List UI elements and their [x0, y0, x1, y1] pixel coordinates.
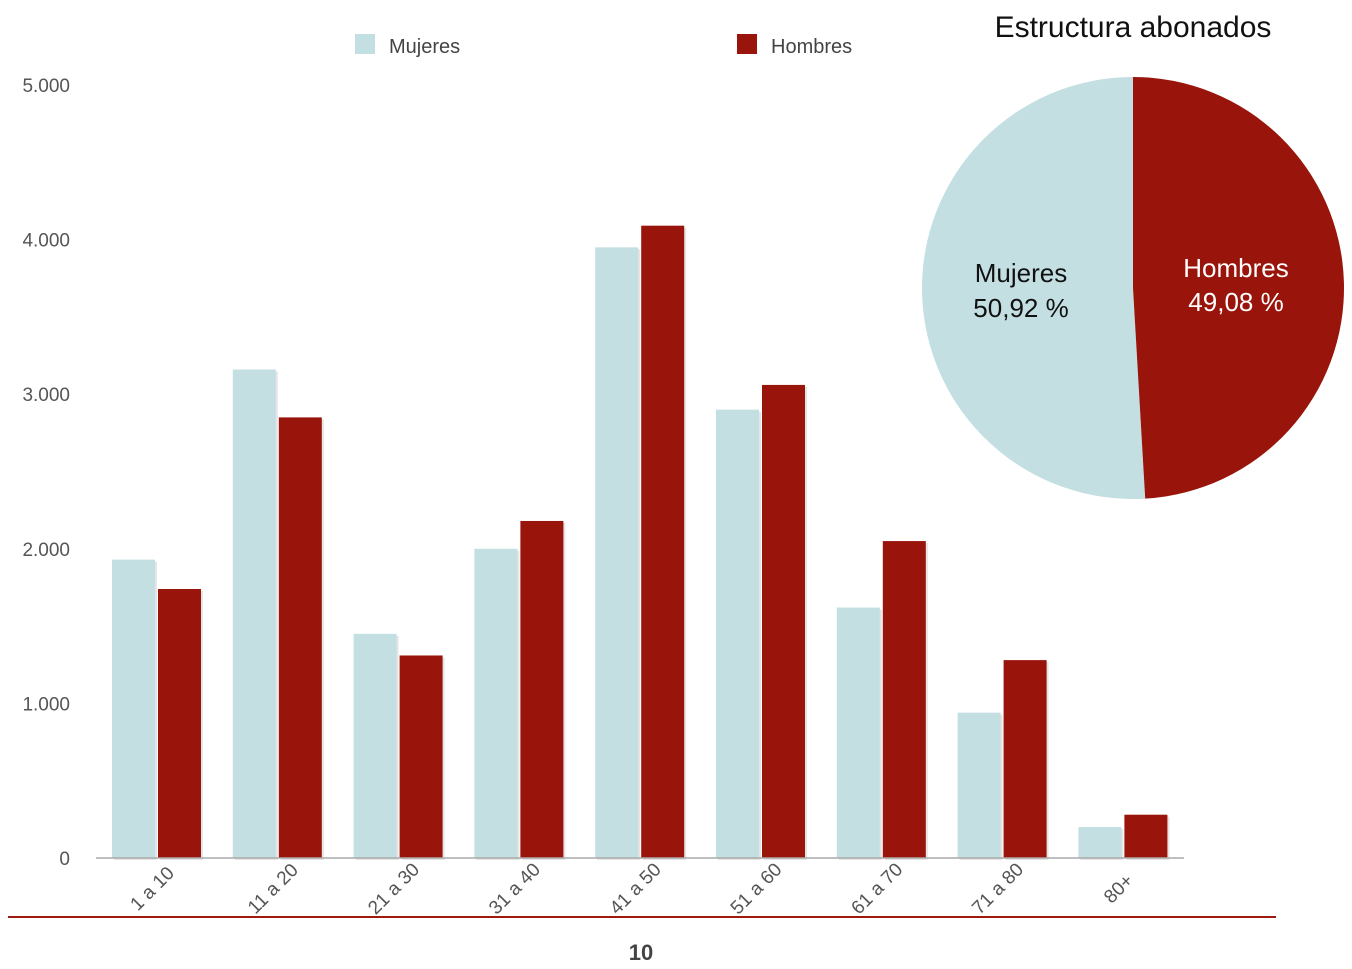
pie-label-mujeres-name: Mujeres	[975, 258, 1067, 288]
bar-mujeres	[1078, 827, 1122, 858]
y-tick-label: 3.000	[22, 385, 70, 406]
y-tick-label: 2.000	[22, 540, 70, 561]
bar-mujeres	[957, 712, 1001, 858]
legend-swatch-mujeres	[355, 34, 375, 54]
bar-hombres	[278, 417, 322, 858]
pie-title: Estructura abonados	[995, 11, 1272, 44]
y-tick-label: 0	[59, 849, 70, 870]
bar-mujeres	[474, 548, 518, 858]
y-tick-label: 4.000	[22, 231, 70, 252]
bar-hombres	[158, 588, 201, 858]
pie-chart	[922, 77, 1345, 499]
bar-mujeres	[353, 633, 397, 858]
x-tick-label: 41 a 50	[606, 859, 666, 919]
x-tick-label: 51 a 60	[727, 859, 787, 919]
bar-hombres	[399, 655, 443, 858]
pie-slice-mujeres	[922, 77, 1146, 499]
pie-label-mujeres-value: 50,92 %	[973, 293, 1068, 323]
bar-mujeres	[232, 369, 276, 858]
pie-label-hombres: Hombres 49,08 %	[1183, 253, 1288, 317]
page-number: 10	[629, 940, 653, 964]
bar-legend: Mujeres Hombres	[355, 34, 852, 58]
bar-series	[112, 225, 1170, 860]
y-axis-ticks: 0 1.000 2.000 3.000 4.000 5.000	[22, 76, 70, 870]
pie-label-mujeres: Mujeres 50,92 %	[973, 258, 1068, 323]
x-tick-label: 11 a 20	[244, 860, 303, 919]
bar-mujeres	[595, 247, 639, 858]
bar-hombres	[641, 225, 685, 858]
bar-hombres	[762, 384, 805, 858]
legend-label-hombres: Hombres	[771, 36, 852, 58]
x-tick-label: 61 a 70	[848, 859, 908, 919]
y-tick-label: 1.000	[22, 694, 70, 715]
bar-hombres	[1003, 660, 1047, 858]
x-tick-label: 21 a 30	[364, 859, 424, 919]
bar-hombres	[1124, 814, 1168, 858]
bar-mujeres	[836, 607, 880, 858]
y-tick-label: 5.000	[22, 76, 70, 97]
legend-label-mujeres: Mujeres	[389, 36, 460, 58]
pie-label-hombres-name: Hombres	[1183, 253, 1288, 283]
legend-swatch-hombres	[737, 34, 757, 54]
bar-mujeres	[716, 409, 759, 858]
bar-hombres	[520, 520, 564, 858]
x-tick-label: 80+	[1100, 870, 1138, 908]
pie-slice-hombres	[1133, 77, 1345, 499]
pie-label-hombres-value: 49,08 %	[1188, 287, 1283, 317]
x-tick-label: 71 a 80	[968, 859, 1028, 919]
x-tick-label: 31 a 40	[485, 859, 545, 919]
x-tick-label: 1 a 10	[127, 863, 179, 915]
x-axis-ticks: 1 a 10 11 a 20 21 a 30 31 a 40 41 a 50 5…	[127, 859, 1138, 919]
bar-hombres	[882, 541, 926, 858]
bar-mujeres	[112, 559, 155, 858]
